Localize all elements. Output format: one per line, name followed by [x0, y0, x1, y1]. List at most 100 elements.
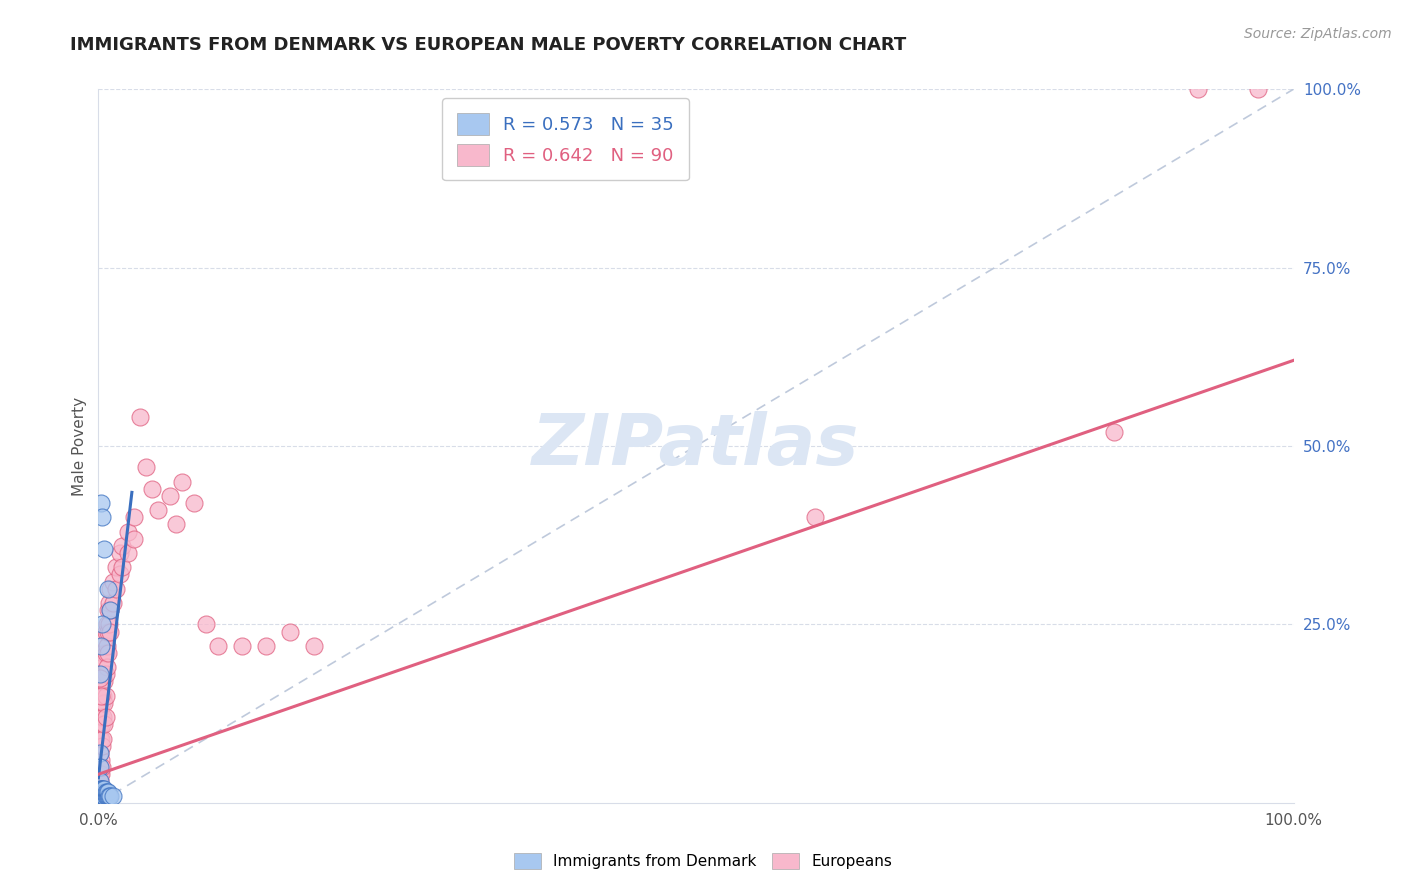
Point	[98, 617, 121, 632]
Point	[89, 760, 111, 774]
Point	[96, 639, 118, 653]
Point	[93, 781, 115, 796]
Point	[96, 789, 118, 803]
Point	[93, 789, 115, 803]
Point	[135, 460, 157, 475]
Point	[117, 524, 139, 539]
Point	[94, 667, 117, 681]
Point	[105, 560, 128, 574]
Point	[94, 785, 117, 799]
Point	[183, 496, 205, 510]
Point	[90, 731, 112, 746]
Point	[89, 671, 111, 685]
Point	[231, 639, 253, 653]
Text: IMMIGRANTS FROM DENMARK VS EUROPEAN MALE POVERTY CORRELATION CHART: IMMIGRANTS FROM DENMARK VS EUROPEAN MALE…	[70, 36, 907, 54]
Point	[97, 624, 120, 639]
Point	[96, 617, 118, 632]
Point	[89, 781, 111, 796]
Point	[93, 632, 115, 646]
Text: Source: ZipAtlas.com: Source: ZipAtlas.com	[1244, 27, 1392, 41]
Point	[91, 646, 114, 660]
Point	[89, 731, 111, 746]
Point	[94, 646, 117, 660]
Point	[98, 603, 122, 617]
Point	[93, 674, 115, 689]
Point	[90, 710, 112, 724]
Point	[91, 789, 114, 803]
Point	[1187, 82, 1209, 96]
Point	[91, 667, 114, 681]
Point	[91, 781, 114, 796]
Point	[207, 639, 229, 653]
Point	[97, 646, 120, 660]
Point	[96, 785, 118, 799]
Point	[98, 582, 122, 596]
Point	[101, 574, 124, 589]
Point	[89, 746, 111, 760]
Point	[98, 596, 121, 610]
Point	[94, 624, 117, 639]
Point	[93, 717, 115, 731]
Point	[89, 696, 111, 710]
Point	[1102, 425, 1125, 439]
Legend: R = 0.573   N = 35, R = 0.642   N = 90: R = 0.573 N = 35, R = 0.642 N = 90	[441, 98, 689, 180]
Point	[302, 639, 325, 653]
Point	[108, 546, 131, 560]
Point	[94, 689, 117, 703]
Point	[97, 582, 120, 596]
Point	[91, 731, 114, 746]
Point	[91, 710, 114, 724]
Point	[90, 496, 112, 510]
Point	[172, 475, 194, 489]
Point	[90, 639, 112, 653]
Point	[89, 767, 111, 781]
Point	[90, 667, 112, 681]
Point	[90, 781, 112, 796]
Point	[90, 689, 112, 703]
Point	[89, 789, 111, 803]
Y-axis label: Male Poverty: Male Poverty	[72, 396, 87, 496]
Point	[98, 603, 122, 617]
Point	[111, 560, 134, 574]
Point	[91, 510, 114, 524]
Point	[111, 539, 134, 553]
Point	[804, 510, 827, 524]
Point	[91, 785, 114, 799]
Point	[89, 774, 111, 789]
Point	[97, 603, 120, 617]
Point	[108, 567, 131, 582]
Point	[89, 671, 111, 685]
Point	[89, 774, 111, 789]
Point	[278, 624, 301, 639]
Point	[1246, 82, 1268, 96]
Point	[91, 653, 114, 667]
Point	[96, 660, 118, 674]
Point	[91, 674, 114, 689]
Point	[101, 789, 124, 803]
Point	[101, 596, 124, 610]
Point	[165, 517, 187, 532]
Point	[90, 753, 112, 767]
Point	[91, 689, 114, 703]
Point	[91, 781, 114, 796]
Point	[141, 482, 163, 496]
Point	[148, 503, 170, 517]
Point	[89, 746, 111, 760]
Point	[90, 767, 112, 781]
Text: ZIPatlas: ZIPatlas	[533, 411, 859, 481]
Point	[91, 696, 114, 710]
Point	[89, 781, 111, 796]
Point	[93, 696, 115, 710]
Point	[94, 789, 117, 803]
Point	[124, 532, 146, 546]
Point	[91, 717, 114, 731]
Legend: Immigrants from Denmark, Europeans: Immigrants from Denmark, Europeans	[508, 847, 898, 875]
Point	[98, 624, 122, 639]
Point	[89, 760, 111, 774]
Point	[105, 582, 128, 596]
Point	[93, 785, 115, 799]
Point	[117, 546, 139, 560]
Point	[91, 785, 114, 799]
Point	[89, 667, 111, 681]
Point	[124, 510, 146, 524]
